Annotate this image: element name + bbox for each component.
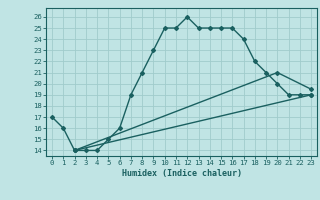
X-axis label: Humidex (Indice chaleur): Humidex (Indice chaleur) [122,169,242,178]
